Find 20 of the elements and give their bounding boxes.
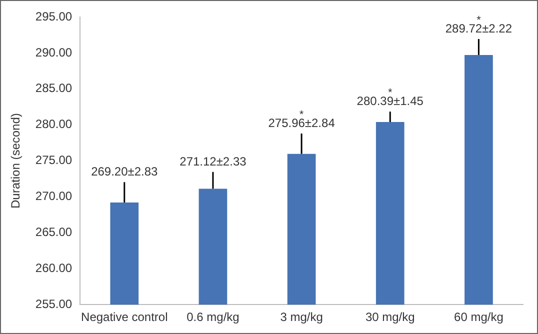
x-tick-label: Negative control <box>81 310 168 324</box>
x-tick-label: 30 mg/kg <box>365 310 415 324</box>
data-label: 280.39±1.45 <box>356 94 424 108</box>
y-tick-label: 255.00 <box>35 296 72 311</box>
x-tick-label: 0.6 mg/kg <box>186 310 240 324</box>
x-tick-label: 60 mg/kg <box>454 310 504 324</box>
y-tick-label: 285.00 <box>35 81 72 96</box>
y-tick-label: 295.00 <box>35 9 72 24</box>
y-axis-title: Duration (second) <box>8 113 23 208</box>
y-tick-label: 260.00 <box>35 260 72 275</box>
y-tick-label: 265.00 <box>35 225 72 240</box>
y-tick-label: 270.00 <box>35 189 72 204</box>
y-tick-label: 290.00 <box>35 45 72 60</box>
y-tick-label: 275.00 <box>35 153 72 168</box>
data-label: 275.96±2.84 <box>268 116 336 130</box>
data-label: 271.12±2.33 <box>180 154 247 168</box>
x-tick-label: 3 mg/kg <box>280 310 323 324</box>
data-label: 269.20±2.83 <box>91 164 158 178</box>
y-tick-label: 280.00 <box>35 117 72 132</box>
data-label: 289.72±2.22 <box>445 21 512 36</box>
